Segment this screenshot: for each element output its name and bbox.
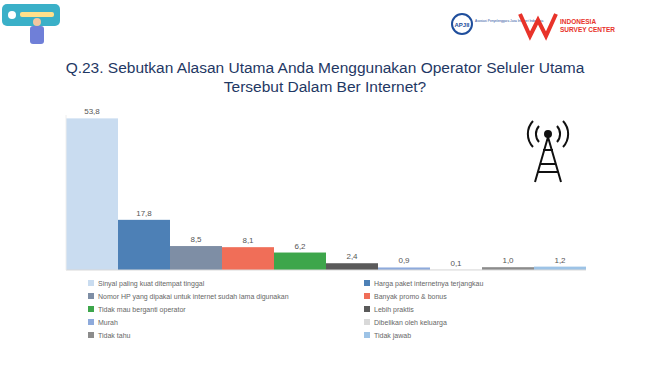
data-label: 0,9: [398, 256, 410, 265]
y-axis: [66, 115, 67, 270]
legend-swatch: [88, 306, 94, 312]
legend-swatch: [364, 306, 370, 312]
data-label: 0,1: [450, 259, 462, 268]
legend-swatch: [364, 332, 370, 338]
legend-label: Tidak tahu: [98, 332, 131, 339]
legend: Sinyal paling kuat ditempat tinggal Harga…: [88, 280, 483, 340]
legend-swatch: [88, 319, 94, 325]
logo-text: SURVEY CENTER: [560, 26, 615, 33]
data-label: 1,2: [554, 256, 566, 265]
legend-swatch: [88, 332, 94, 338]
data-label: 53,8: [84, 107, 100, 116]
legend-label: Tidak mau berganti operator: [98, 306, 186, 314]
legend-swatch: [88, 293, 94, 299]
data-label: 8,1: [242, 236, 254, 245]
decoration: [2, 4, 60, 44]
legend-label: Banyak promo & bonus: [374, 293, 447, 301]
logo-mark: [520, 14, 556, 36]
bar: [274, 253, 326, 270]
bar: [118, 220, 170, 270]
title: Q.23. Sebutkan Alasan Utama Anda Menggun…: [60, 58, 590, 96]
data-label: 8,5: [190, 235, 202, 244]
deco-head: [33, 18, 41, 26]
deco-dot: [8, 11, 16, 19]
logo-text: INDONESIA: [560, 18, 596, 25]
bar: [66, 118, 118, 270]
tower-body: [535, 137, 561, 182]
logo-ring: [452, 14, 472, 34]
deco-bar: [20, 12, 54, 17]
legend-label: Murah: [98, 319, 118, 326]
bar: [170, 246, 222, 270]
tower-top: [545, 131, 551, 137]
deco-figure: [30, 26, 44, 44]
legend-swatch: [364, 319, 370, 325]
x-axis: [66, 270, 586, 271]
deco-card: [2, 4, 60, 26]
bar: [222, 247, 274, 270]
data-label: 17,8: [136, 209, 152, 218]
legend-label: Sinyal paling kuat ditempat tinggal: [98, 280, 205, 288]
legend-label: Nomor HP yang dipakai untuk internet sud…: [98, 293, 289, 301]
bar: [326, 263, 378, 270]
tower-icon: [528, 121, 568, 182]
data-label: 6,2: [294, 242, 306, 251]
logo-text: APJII: [454, 22, 469, 28]
chart: APJII Asosiasi Penyelenggara Jasa Interne…: [0, 0, 650, 366]
data-label: 2,4: [346, 252, 358, 261]
legend-swatch: [364, 280, 370, 286]
legend-label: Dibelikan oleh keluarga: [374, 319, 447, 327]
bar: [534, 267, 586, 270]
bars: [66, 118, 586, 270]
data-label: 1,0: [502, 256, 514, 265]
legend-label: Tidak jawab: [374, 332, 411, 340]
legend-swatch: [88, 280, 94, 286]
legend-swatch: [364, 293, 370, 299]
logos: APJII Asosiasi Penyelenggara Jasa Interne…: [452, 14, 615, 36]
logo-subtext: Asosiasi Penyelenggara Jasa Internet Ind…: [475, 19, 543, 23]
legend-label: Harga paket internetnya terjangkau: [374, 280, 483, 288]
legend-label: Lebih praktis: [374, 306, 414, 314]
tower-waves: [528, 121, 568, 147]
